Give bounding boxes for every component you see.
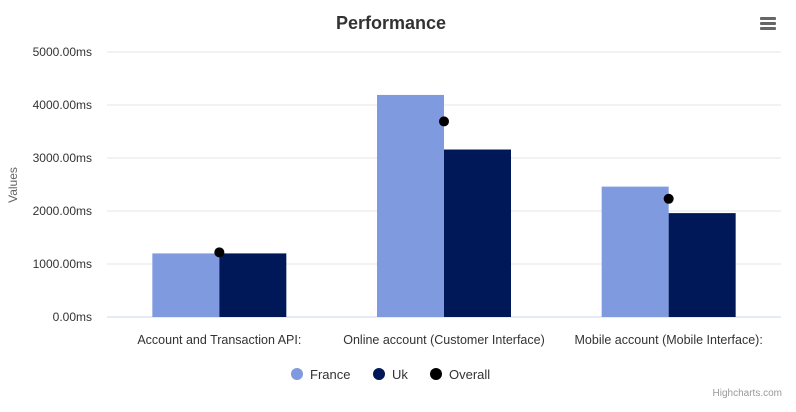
bars xyxy=(152,94,736,318)
bar-france-1[interactable] xyxy=(377,94,444,318)
overall-point-2[interactable] xyxy=(663,193,674,204)
hamburger-icon-line xyxy=(760,22,776,25)
bar-france-2[interactable] xyxy=(601,186,669,317)
y-axis-ticks: 0.00ms 1000.00ms 2000.00ms 3000.00ms 4000.00… xyxy=(33,45,92,324)
legend-marker-overall xyxy=(430,368,442,380)
legend: France Uk Overall xyxy=(0,362,796,386)
legend-marker-uk xyxy=(373,368,385,380)
legend-label-uk: Uk xyxy=(392,366,408,382)
y-tick-label: 5000.00ms xyxy=(33,45,92,59)
legend-label-france: France xyxy=(310,366,351,382)
legend-marker-france xyxy=(291,368,303,380)
bar-france-0[interactable] xyxy=(152,253,220,317)
chart-title: Performance xyxy=(336,13,446,33)
y-axis-title: Values xyxy=(6,167,20,203)
x-tick-label: Online account (Customer Interface) xyxy=(343,333,544,347)
x-tick-label: Account and Transaction API: xyxy=(137,333,301,347)
credits-link[interactable]: Highcharts.com xyxy=(712,388,782,399)
bar-uk-0[interactable] xyxy=(219,253,287,317)
bar-uk-2[interactable] xyxy=(668,213,736,317)
legend-item-overall[interactable]: Overall xyxy=(430,362,490,386)
hamburger-icon-line xyxy=(760,27,776,30)
y-tick-label: 1000.00ms xyxy=(33,257,92,271)
y-tick-label: 4000.00ms xyxy=(33,98,92,112)
x-axis-ticks: Account and Transaction API: Online accou… xyxy=(137,333,762,347)
overall-point-1[interactable] xyxy=(439,116,449,127)
y-tick-label: 0.00ms xyxy=(53,310,92,324)
overall-points xyxy=(214,116,674,258)
y-tick-label: 3000.00ms xyxy=(33,151,92,165)
legend-item-france[interactable]: France xyxy=(291,362,350,386)
y-tick-label: 2000.00ms xyxy=(33,204,92,218)
x-tick-label: Mobile account (Mobile Interface): xyxy=(575,333,763,347)
overall-point-0[interactable] xyxy=(214,247,225,258)
bar-uk-1[interactable] xyxy=(444,149,511,317)
legend-item-uk[interactable]: Uk xyxy=(373,362,408,386)
legend-label-overall: Overall xyxy=(449,366,491,382)
hamburger-icon xyxy=(760,17,776,20)
chart-menu-button[interactable] xyxy=(754,12,782,36)
